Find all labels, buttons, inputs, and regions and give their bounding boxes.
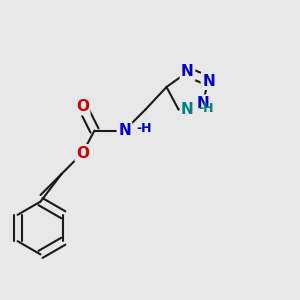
Text: N: N (196, 96, 209, 111)
Text: -H: -H (198, 101, 214, 115)
Text: O: O (76, 99, 89, 114)
Text: N: N (202, 74, 215, 88)
Text: N: N (181, 64, 194, 80)
Text: -H: -H (136, 122, 152, 136)
Text: O: O (76, 146, 89, 160)
Text: N: N (118, 123, 131, 138)
Text: N: N (181, 102, 194, 117)
